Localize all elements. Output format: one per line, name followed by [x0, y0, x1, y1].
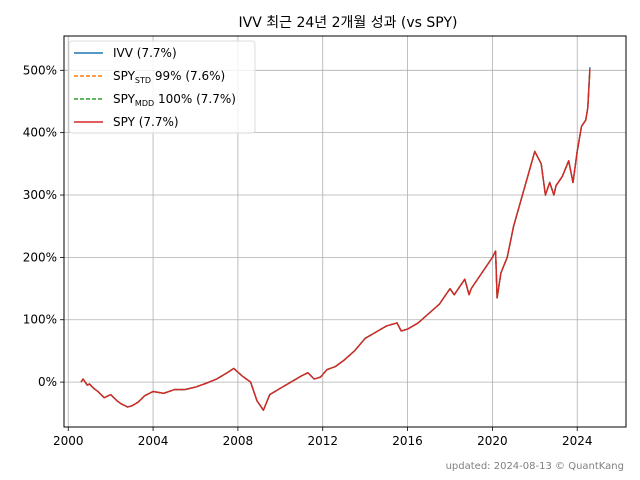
legend-label: IVV (7.7%) — [113, 46, 177, 60]
y-axis: 0% 100% 200% 300% 400% 500% — [23, 63, 64, 389]
x-tick-label: 2020 — [477, 434, 508, 448]
y-tick-label: 300% — [23, 188, 57, 202]
x-tick-label: 2008 — [223, 434, 254, 448]
plot-frame — [63, 35, 627, 428]
x-tick-label: 2000 — [53, 434, 84, 448]
x-axis: 2000 2004 2008 2012 2016 2020 2024 — [53, 427, 593, 448]
y-tick-label: 500% — [23, 63, 57, 77]
x-tick-label: 2016 — [392, 434, 423, 448]
y-tick-label: 100% — [23, 313, 57, 327]
y-tick-label: 0% — [38, 375, 57, 389]
series-line-4 — [80, 69, 591, 411]
x-tick-label: 2012 — [307, 434, 338, 448]
legend-label: SPYSTD 99% (7.6%) — [113, 69, 225, 85]
legend-label: SPYMDD 100% (7.7%) — [113, 92, 236, 108]
y-tick-label: 400% — [23, 126, 57, 140]
series-lines — [80, 67, 591, 411]
y-tick-label: 200% — [23, 250, 57, 264]
chart-title: IVV 최근 24년 2개월 성과 (vs SPY) — [239, 15, 458, 31]
legend-box — [68, 40, 256, 134]
x-tick-label: 2004 — [138, 434, 169, 448]
legend-label: SPY (7.7%) — [113, 115, 179, 129]
x-tick-label: 2024 — [562, 434, 593, 448]
footnote: updated: 2024-08-13 © QuantKang — [446, 461, 624, 472]
legend: IVV (7.7%) SPYSTD 99% (7.6%) SPYMDD 100% (… — [68, 40, 256, 134]
